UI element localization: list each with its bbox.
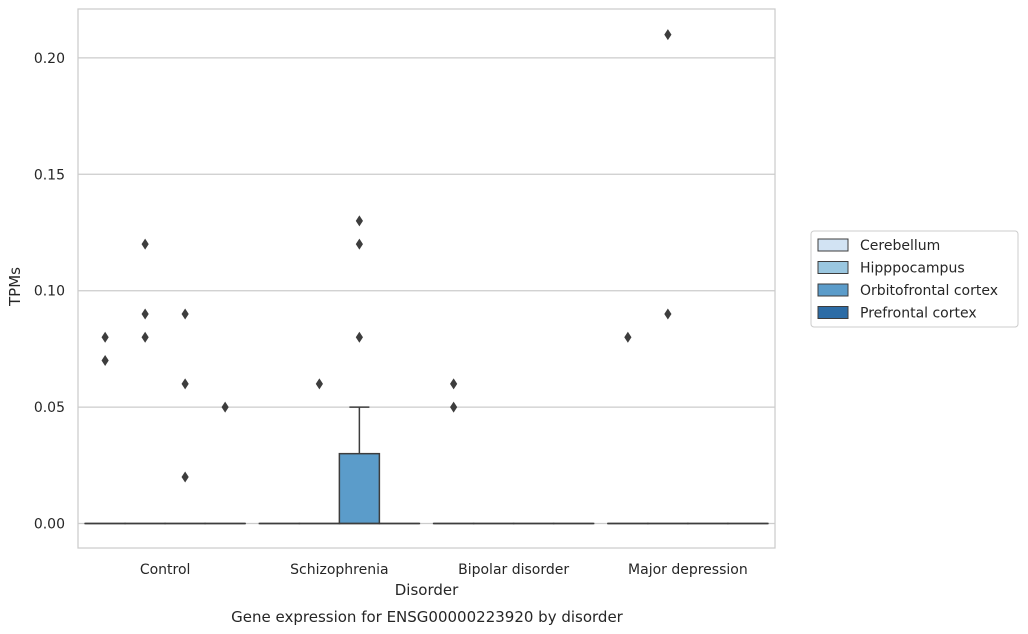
box-group — [84, 331, 126, 525]
outlier-point — [355, 215, 363, 227]
outlier-point — [624, 331, 632, 343]
legend-swatch — [817, 261, 849, 274]
outlier-point — [315, 378, 323, 390]
y-tick-label: 0.10 — [34, 284, 65, 300]
box-group — [204, 401, 246, 525]
outlier-point — [141, 331, 149, 343]
outlier-point — [181, 308, 189, 320]
x-tick-labels: Control Schizophrenia Bipolar disorder Majo… — [140, 562, 748, 578]
outlier-point — [181, 471, 189, 483]
legend-frame — [810, 230, 1019, 328]
outlier-point — [450, 401, 458, 413]
outlier-point — [141, 238, 149, 250]
x-tick-label: Control — [140, 562, 191, 578]
chart-caption: Gene expression for ENSG00000223920 by d… — [231, 608, 624, 626]
legend-swatch — [817, 306, 849, 319]
y-tick-label: 0.20 — [34, 51, 65, 67]
outlier-point — [101, 331, 109, 343]
y-tick-label: 0.00 — [34, 517, 65, 533]
outlier-point — [101, 355, 109, 367]
box — [338, 452, 381, 525]
y-axis-title: TPMs — [6, 267, 24, 307]
x-tick-label: Schizophrenia — [290, 562, 388, 578]
box-plot-series — [84, 29, 769, 525]
outlier-point — [355, 331, 363, 343]
legend-swatch — [817, 283, 849, 297]
outlier-point — [664, 308, 672, 320]
x-axis-title: Disorder — [395, 581, 459, 599]
y-tick-label: 0.15 — [34, 167, 65, 183]
x-tick-label: Major depression — [628, 562, 748, 578]
x-tick-label: Bipolar disorder — [458, 562, 569, 578]
box-group — [298, 378, 341, 525]
outlier-point — [450, 378, 458, 390]
box-group — [338, 215, 381, 525]
outlier-point — [664, 29, 672, 41]
legend-label: Orbitofrontal cortex — [860, 283, 998, 299]
outlier-point — [355, 238, 363, 250]
y-tick-labels: 0.00 0.05 0.10 0.15 0.20 — [34, 51, 65, 533]
legend: Cerebellum Hipppocampus Orbitofrontal cort… — [810, 230, 1019, 328]
legend-label: Hipppocampus — [860, 261, 965, 277]
outlier-point — [221, 401, 229, 413]
plot-frame — [77, 8, 776, 549]
outlier-point — [141, 308, 149, 320]
box-group — [124, 238, 166, 525]
legend-label: Prefrontal cortex — [860, 306, 977, 322]
box-group — [647, 29, 689, 525]
box-group — [432, 378, 475, 525]
box-group — [164, 308, 206, 525]
outlier-point — [181, 378, 189, 390]
box-group — [607, 331, 649, 525]
y-tick-label: 0.05 — [34, 400, 65, 416]
legend-swatch — [817, 238, 849, 252]
grid-lines — [78, 57, 775, 525]
legend-label: Cerebellum — [860, 238, 940, 254]
